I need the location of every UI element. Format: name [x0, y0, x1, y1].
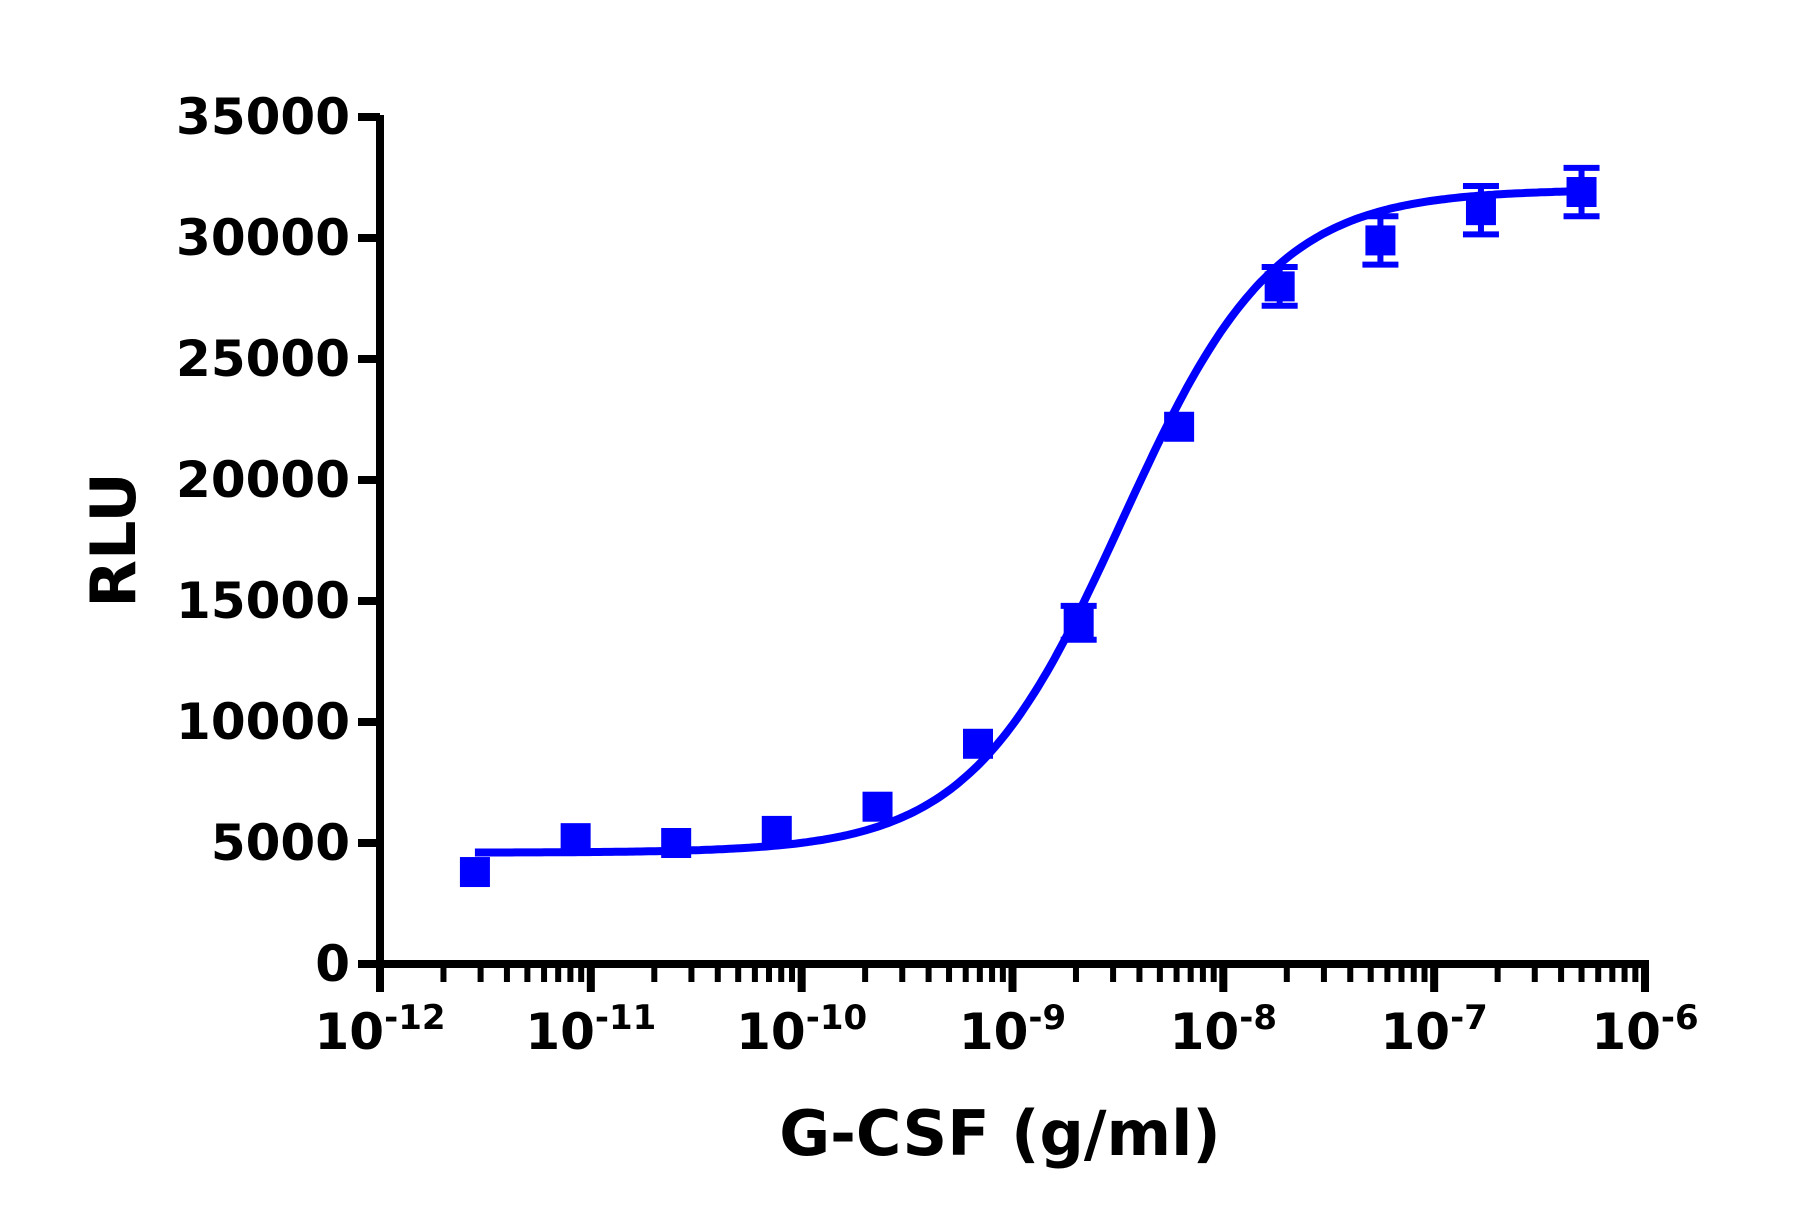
- x-tick-exponent: -10: [806, 998, 867, 1038]
- x-tick-base: 10: [525, 1003, 595, 1061]
- x-tick-base: 10: [1380, 1003, 1450, 1061]
- y-tick-label: 20000: [176, 451, 350, 509]
- fit-curve: [474, 187, 1582, 857]
- data-points: [459, 164, 1600, 888]
- y-tick-label: 0: [315, 935, 350, 993]
- x-tick-base: 10: [314, 1003, 384, 1061]
- data-point: [1164, 411, 1195, 442]
- data-point: [661, 828, 692, 858]
- data-point: [560, 823, 591, 854]
- y-tick-label: 15000: [176, 572, 350, 630]
- x-tick-base: 10: [1170, 1003, 1240, 1061]
- x-tick-label: 10-12: [314, 998, 445, 1061]
- x-tick-base: 10: [1591, 1003, 1661, 1061]
- data-point: [1264, 271, 1295, 302]
- x-tick-exponent: -11: [595, 998, 656, 1038]
- x-tick-label: 10-8: [1170, 998, 1277, 1061]
- data-point: [1365, 225, 1396, 256]
- x-tick-label: 10-6: [1591, 998, 1698, 1061]
- y-axis-label: RLU: [77, 472, 150, 607]
- x-tick-label: 10-9: [959, 998, 1066, 1061]
- x-tick-base: 10: [736, 1003, 806, 1061]
- x-tick-exponent: -7: [1450, 998, 1488, 1038]
- y-tick-label: 35000: [176, 88, 350, 146]
- x-tick-exponent: -9: [1028, 998, 1066, 1038]
- x-tick-exponent: -6: [1661, 998, 1699, 1038]
- x-tick-label: 10-7: [1380, 998, 1487, 1061]
- y-tick-label: 10000: [176, 693, 350, 751]
- data-point: [459, 857, 490, 888]
- data-point: [1063, 607, 1094, 638]
- x-tick-exponent: -8: [1239, 998, 1277, 1038]
- data-point: [862, 791, 893, 822]
- y-tick-label: 5000: [211, 814, 350, 872]
- data-point: [1566, 177, 1597, 208]
- x-tick-exponent: -12: [384, 998, 445, 1038]
- y-tick-label: 30000: [176, 209, 350, 267]
- x-tick-label: 10-10: [736, 998, 867, 1061]
- x-tick-base: 10: [959, 1003, 1029, 1061]
- data-point: [761, 815, 792, 846]
- data-point: [1465, 195, 1496, 226]
- data-point: [962, 728, 993, 759]
- y-tick-label: 25000: [176, 330, 350, 388]
- ticks: 0500010000150002000025000300003500010-12…: [176, 88, 1699, 1061]
- x-axis-label: G-CSF (g/ml): [779, 1097, 1220, 1170]
- x-tick-label: 10-11: [525, 998, 656, 1061]
